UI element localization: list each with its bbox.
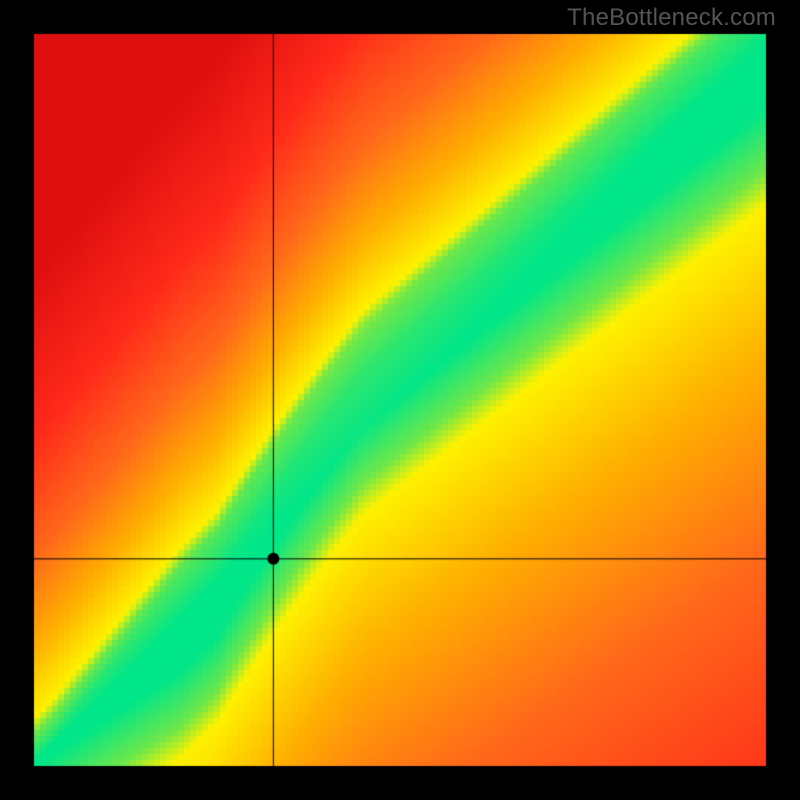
heatmap-canvas bbox=[0, 0, 800, 800]
chart-frame: TheBottleneck.com bbox=[0, 0, 800, 800]
watermark-text: TheBottleneck.com bbox=[567, 4, 776, 32]
